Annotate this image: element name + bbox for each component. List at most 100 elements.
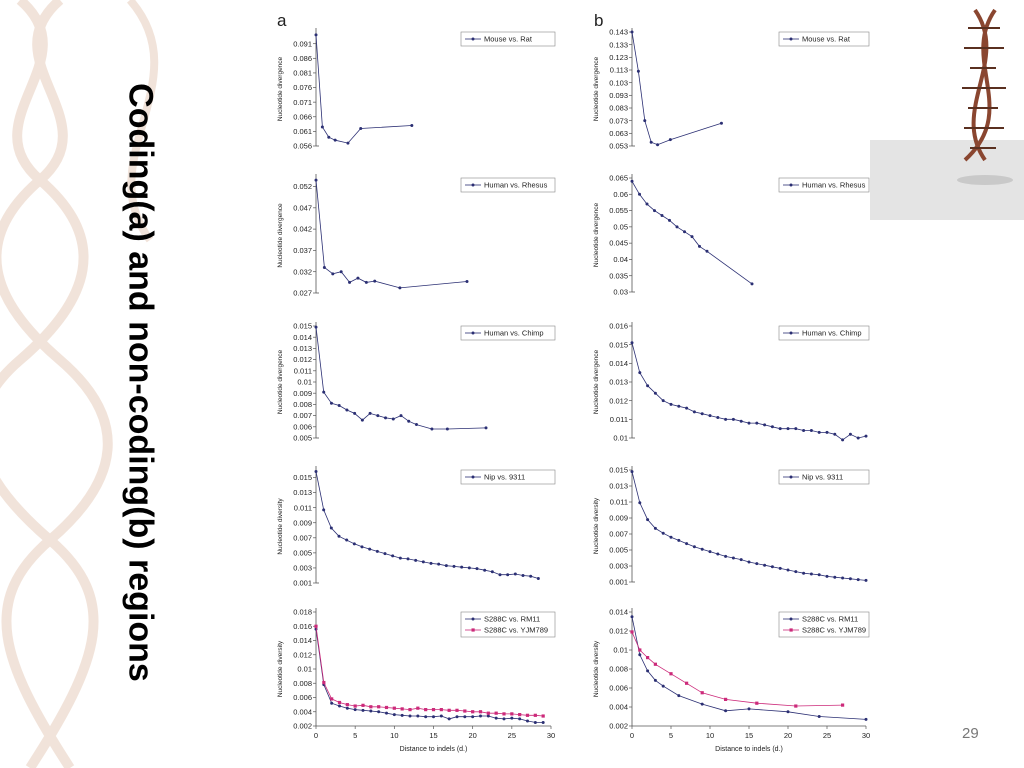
data-point <box>649 140 653 144</box>
data-point <box>414 558 418 562</box>
y-tick-label: 0.008 <box>609 665 628 674</box>
x-tick-label: 10 <box>390 731 398 740</box>
y-tick-label: 0.008 <box>293 679 312 688</box>
data-point <box>314 325 318 329</box>
y-axis-label: Nucleotide divergence <box>593 202 600 267</box>
y-tick-label: 0.066 <box>293 112 312 121</box>
data-point <box>731 556 735 560</box>
x-tick-label: 5 <box>353 731 357 740</box>
y-tick-label: 0.009 <box>609 514 628 523</box>
data-point <box>361 708 365 712</box>
data-point <box>447 708 451 712</box>
data-point <box>330 701 334 705</box>
y-tick-label: 0.083 <box>609 104 628 113</box>
data-point <box>337 404 341 408</box>
y-tick-label: 0.027 <box>293 289 312 298</box>
data-point <box>329 401 333 405</box>
data-point <box>630 341 634 345</box>
data-point <box>638 371 642 375</box>
y-tick-label: 0.014 <box>609 608 628 617</box>
y-tick-label: 0.076 <box>293 83 312 92</box>
y-tick-label: 0.04 <box>613 255 628 264</box>
y-axis-label: Nucleotide diversity <box>277 640 284 697</box>
data-point <box>445 427 449 431</box>
data-point <box>479 714 482 718</box>
y-tick-label: 0.012 <box>609 396 628 405</box>
data-point <box>338 704 341 708</box>
legend-label: Human vs. Rhesus <box>484 181 548 190</box>
data-point <box>778 427 782 431</box>
y-tick-label: 0.073 <box>609 116 628 125</box>
series-line-1 <box>315 629 544 723</box>
y-tick-label: 0.006 <box>293 693 312 702</box>
chart-b2: 0.03 0.035 0.04 0.045 0.05 0.055 0.06 0.065 Nucl… <box>593 174 870 297</box>
data-point <box>314 178 318 182</box>
data-point <box>377 705 381 709</box>
data-point <box>770 565 774 569</box>
y-axis-label: Nucleotide diversity <box>277 498 284 555</box>
data-point <box>660 213 664 217</box>
y-tick-label: 0.005 <box>609 546 628 555</box>
data-point <box>755 701 759 705</box>
data-point <box>700 547 704 551</box>
data-point <box>314 33 318 37</box>
y-tick-label: 0.013 <box>293 488 312 497</box>
y-tick-label: 0.086 <box>293 54 312 63</box>
y-axis-label: Nucleotide divergence <box>277 349 284 414</box>
data-point <box>322 508 326 512</box>
data-point <box>526 719 529 723</box>
y-tick-label: 0.032 <box>293 267 312 276</box>
data-point <box>643 119 647 123</box>
data-point <box>486 714 490 718</box>
data-point <box>685 542 689 546</box>
data-point <box>455 715 459 719</box>
data-point <box>763 423 767 427</box>
y-tick-label: 0.133 <box>609 40 628 49</box>
data-point <box>463 715 467 719</box>
data-point <box>825 430 829 434</box>
data-point <box>525 713 530 717</box>
legend-box <box>460 177 556 193</box>
legend-box <box>778 177 870 193</box>
data-point <box>410 124 414 128</box>
data-point <box>391 417 395 421</box>
data-point <box>794 427 798 431</box>
data-point <box>510 716 514 720</box>
y-tick-label: 0.001 <box>609 578 628 587</box>
series-line-1 <box>631 616 867 720</box>
y-tick-label: 0.045 <box>609 239 628 248</box>
y-tick-label: 0.05 <box>613 222 628 231</box>
y-tick-label: 0.071 <box>293 98 312 107</box>
data-point <box>502 717 506 721</box>
legend-box <box>460 611 556 638</box>
data-point <box>430 427 434 431</box>
y-tick-label: 0.037 <box>293 246 312 255</box>
legend-marker <box>789 37 793 41</box>
legend-box <box>460 469 556 485</box>
data-point <box>755 421 759 425</box>
y-tick-label: 0.005 <box>293 548 312 557</box>
data-point <box>353 704 357 708</box>
data-point <box>750 282 754 286</box>
data-point <box>786 568 790 572</box>
data-point <box>731 417 735 421</box>
data-point <box>653 391 657 395</box>
y-tick-label: 0.011 <box>294 503 312 512</box>
y-tick-label: 0.012 <box>609 627 628 636</box>
data-point <box>322 680 326 685</box>
y-tick-label: 0.103 <box>609 78 628 87</box>
data-point <box>518 713 522 717</box>
series-line-1 <box>631 342 867 441</box>
data-point <box>817 430 821 434</box>
y-axis-label: Nucleotide diversity <box>593 497 600 554</box>
data-point <box>406 557 410 561</box>
legend-label: S288C vs. RM11 <box>802 615 858 624</box>
data-point <box>345 703 349 707</box>
y-tick-label: 0.011 <box>610 498 628 507</box>
data-point <box>513 572 517 576</box>
data-point <box>460 565 464 569</box>
data-point <box>677 694 681 698</box>
data-point <box>653 209 656 213</box>
